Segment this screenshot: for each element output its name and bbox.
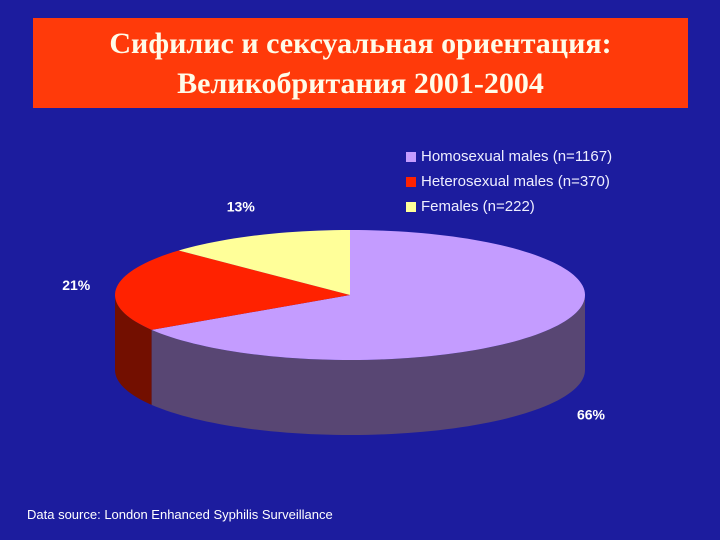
value-label: 66%: [577, 406, 606, 422]
pie-side: [151, 295, 585, 435]
value-label: 13%: [227, 199, 256, 215]
legend-swatch: [406, 177, 416, 187]
legend-label: Homosexual males (n=1167): [421, 148, 612, 165]
value-label: 21%: [62, 277, 91, 293]
title-line: Великобритания 2001-2004: [177, 67, 544, 100]
pie-slice: [151, 230, 585, 360]
pie-side: [115, 295, 152, 405]
title-box: Сифилис и сексуальная ориентация: Велико…: [33, 18, 688, 108]
legend-label: Females (n=222): [421, 198, 535, 215]
legend-swatch: [406, 152, 416, 162]
legend-swatch: [406, 202, 416, 212]
pie-slice: [178, 230, 350, 295]
pie-slice: [115, 250, 350, 330]
title-line: Сифилис и сексуальная ориентация:: [109, 27, 612, 60]
legend-label: Heterosexual males (n=370): [421, 173, 610, 190]
source-note: Data source: London Enhanced Syphilis Su…: [27, 507, 333, 522]
